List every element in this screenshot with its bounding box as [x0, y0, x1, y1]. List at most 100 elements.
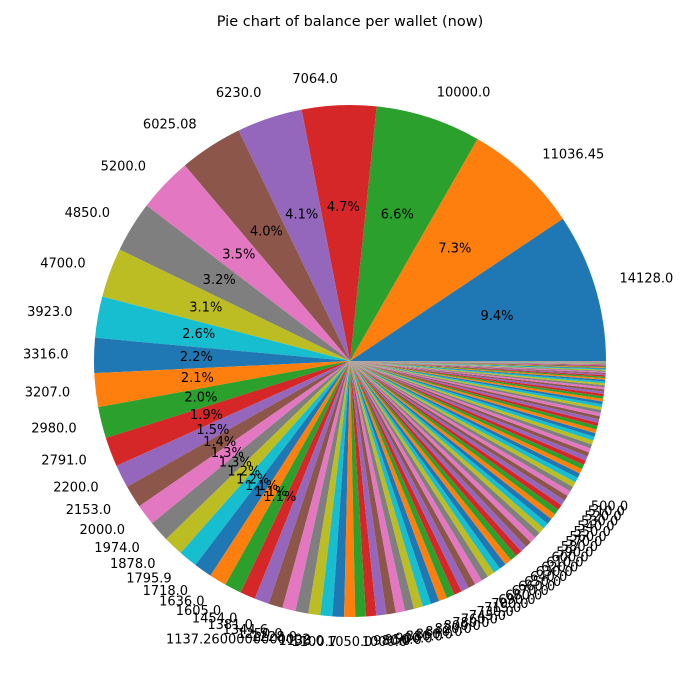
pie-slice	[350, 361, 531, 547]
pie-slice	[350, 361, 415, 611]
value-label: 745.0	[469, 609, 506, 624]
value-label: 580.0	[561, 540, 598, 555]
pie-slice	[350, 361, 606, 369]
pie-slice	[94, 361, 350, 408]
percent-label: 3.2%	[203, 273, 236, 288]
pie-slice	[350, 361, 606, 373]
pie-slice	[350, 361, 606, 365]
value-label: 510.0	[588, 504, 625, 519]
value-label: 1138.0	[278, 634, 324, 649]
value-label: 2980.0	[31, 421, 77, 436]
value-label: 780.0	[452, 616, 489, 631]
value-label: 3923.0	[27, 305, 73, 320]
pie-slice	[350, 361, 592, 449]
value-label: 2791.0	[41, 454, 87, 469]
percent-label: 1.9%	[190, 408, 223, 423]
pie-slice	[350, 361, 606, 380]
value-label: 640.0	[530, 570, 567, 585]
percent-label: 9.4%	[480, 309, 513, 324]
pie-slice	[350, 361, 597, 434]
pie-slice	[350, 361, 455, 598]
value-label: 840.0	[425, 625, 462, 640]
pie-slice	[350, 139, 563, 361]
pie-slice	[225, 361, 350, 593]
pie-slice	[254, 361, 350, 604]
pie-slice	[350, 361, 377, 617]
value-label: 650.0	[524, 575, 561, 590]
value-label: 630.0	[536, 565, 573, 580]
pie-slice	[350, 361, 506, 569]
value-label: 520.0	[584, 510, 621, 525]
pie-slice	[350, 361, 406, 613]
pie-slice	[350, 361, 606, 386]
pie-slice	[195, 361, 350, 576]
pie-slice	[308, 361, 350, 616]
pie-slice	[350, 361, 601, 417]
value-label: 680.0	[505, 589, 542, 604]
percent-label: 1.3%	[219, 456, 252, 471]
pie-slice	[350, 361, 606, 366]
value-label: 11036.45	[542, 148, 604, 163]
value-label: 14128.0	[620, 272, 674, 287]
pie-slice	[350, 361, 517, 561]
value-label: 700.0	[491, 597, 528, 612]
pie-slice	[350, 361, 568, 501]
value-label: 10000.0	[437, 86, 491, 101]
pie-slice	[350, 361, 606, 362]
pie-slice	[350, 361, 573, 492]
pie-slice	[350, 361, 552, 524]
percent-label: 2.1%	[181, 371, 214, 386]
pie-slice	[350, 361, 476, 588]
pie-slice	[102, 249, 350, 361]
percent-label: 1.1%	[254, 485, 287, 500]
pie-slice	[350, 361, 590, 457]
pie-slice	[350, 361, 423, 609]
value-label: 980.0	[373, 634, 410, 649]
percent-labels: 9.4% 7.3% 6.6% 4.7% 4.1%4.0% 3.5% 3.2% 3.1% 2.6%…	[180, 200, 514, 505]
percent-label: 1.2%	[227, 465, 260, 480]
pie-slice	[350, 361, 447, 601]
pie-slice	[350, 361, 606, 362]
pie-slice	[268, 361, 350, 608]
pie-slice	[350, 361, 482, 585]
pie-slice	[350, 361, 522, 556]
pie-slice	[350, 361, 527, 552]
pie-slice	[350, 361, 607, 363]
value-label: 1974.0	[94, 541, 140, 556]
pie-slice	[350, 361, 606, 362]
pie-slice	[350, 361, 591, 453]
pie-slice	[320, 361, 350, 617]
pie-slice	[146, 165, 350, 361]
pie-slice	[350, 361, 595, 441]
value-label: 730.0	[477, 605, 514, 620]
value-label: 1050.0	[327, 635, 373, 650]
pie-slice	[350, 361, 500, 573]
percent-label: 4.1%	[285, 208, 318, 223]
pie-slice	[350, 106, 478, 361]
percent-label: 4.7%	[327, 200, 360, 215]
pie-slice	[105, 361, 350, 466]
value-label: 570.0	[565, 535, 602, 550]
pie-slice	[350, 361, 469, 592]
pie-slice	[350, 361, 440, 604]
pie-slice	[350, 361, 562, 510]
value-label: 610.0	[546, 555, 583, 570]
pie-slice	[350, 361, 606, 379]
value-label: 4850.0	[65, 206, 111, 221]
chart-title: Pie chart of balance per wallet (now)	[216, 14, 484, 30]
pie-slice	[139, 361, 350, 524]
pie-slice	[350, 361, 606, 375]
pie-slice	[238, 109, 350, 362]
pie-slice	[350, 361, 606, 376]
value-label: 1100.7	[292, 635, 338, 650]
pie-slice	[210, 361, 350, 585]
value-label: 800.0	[444, 619, 481, 634]
pie-slice	[116, 361, 351, 487]
value-label: 540.0	[577, 520, 614, 535]
pie-slice	[350, 361, 559, 515]
pie-slice	[350, 361, 598, 430]
percent-label: 1.4%	[203, 435, 236, 450]
pie-slice	[95, 296, 350, 361]
pie-slice	[350, 361, 594, 445]
